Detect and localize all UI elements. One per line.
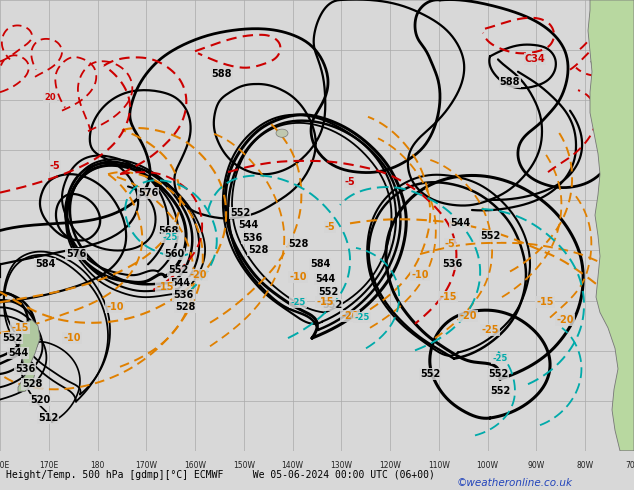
Text: 536: 536 <box>173 290 193 300</box>
Text: -20: -20 <box>459 311 477 320</box>
Text: 584: 584 <box>35 259 55 270</box>
Text: 552: 552 <box>480 231 500 241</box>
Text: -5: -5 <box>345 177 356 187</box>
Text: 150W: 150W <box>233 461 255 470</box>
Text: 528: 528 <box>22 379 42 389</box>
Text: 536: 536 <box>442 259 462 270</box>
Text: -10: -10 <box>289 271 307 282</box>
Polygon shape <box>18 364 36 392</box>
Text: -20: -20 <box>556 315 574 325</box>
Text: 552: 552 <box>230 208 250 218</box>
Text: 552: 552 <box>490 387 510 396</box>
Text: 552: 552 <box>322 300 342 310</box>
Text: -25: -25 <box>493 354 508 363</box>
Text: 552: 552 <box>488 369 508 379</box>
Text: 160W: 160W <box>184 461 206 470</box>
Text: -20: -20 <box>341 311 359 320</box>
Text: 588: 588 <box>500 77 521 87</box>
Text: Height/Temp. 500 hPa [gdmp][°C] ECMWF     We 05-06-2024 00:00 UTC (06+00): Height/Temp. 500 hPa [gdmp][°C] ECMWF We… <box>6 470 435 480</box>
Text: 70W: 70W <box>625 461 634 470</box>
Text: 552: 552 <box>2 333 22 343</box>
Text: 130W: 130W <box>330 461 353 470</box>
Text: -10: -10 <box>411 270 429 280</box>
Text: -5: -5 <box>49 161 60 171</box>
Text: -25: -25 <box>290 298 306 307</box>
Text: 552: 552 <box>420 369 440 379</box>
Polygon shape <box>588 0 634 451</box>
Text: 536: 536 <box>15 364 35 374</box>
Text: 512: 512 <box>38 413 58 423</box>
Text: 576: 576 <box>138 188 158 197</box>
Text: 90W: 90W <box>528 461 545 470</box>
Text: -25: -25 <box>162 233 178 242</box>
Text: C34: C34 <box>524 54 545 64</box>
Text: -15: -15 <box>316 297 333 307</box>
Text: ©weatheronline.co.uk: ©weatheronline.co.uk <box>456 478 573 488</box>
Text: 100W: 100W <box>477 461 499 470</box>
Text: 544: 544 <box>8 348 28 359</box>
Text: 568: 568 <box>158 225 178 236</box>
Text: 180: 180 <box>91 461 105 470</box>
Text: -10: -10 <box>107 302 124 312</box>
Text: 552: 552 <box>318 287 338 297</box>
Text: 544: 544 <box>315 274 335 284</box>
Text: -15: -15 <box>156 282 174 292</box>
Text: -5: -5 <box>444 239 455 249</box>
Text: 552: 552 <box>168 266 188 275</box>
Polygon shape <box>20 319 40 369</box>
Text: -20: -20 <box>190 270 207 280</box>
Text: -25: -25 <box>481 325 499 335</box>
Text: 528: 528 <box>175 302 195 312</box>
Text: 544: 544 <box>450 219 470 228</box>
Text: -15: -15 <box>439 292 456 302</box>
Text: 544: 544 <box>170 278 190 288</box>
Text: -15: -15 <box>11 323 29 333</box>
Text: 528: 528 <box>288 239 308 249</box>
Text: 588: 588 <box>212 69 232 79</box>
Text: -10: -10 <box>63 333 81 343</box>
Text: 560: 560 <box>164 249 184 259</box>
Ellipse shape <box>276 129 288 137</box>
Text: 110W: 110W <box>428 461 450 470</box>
Text: 576: 576 <box>66 249 86 259</box>
Text: 160E: 160E <box>0 461 10 470</box>
Text: 544: 544 <box>238 220 258 230</box>
Text: 170E: 170E <box>39 461 58 470</box>
Text: 120W: 120W <box>379 461 401 470</box>
Text: 536: 536 <box>242 233 262 243</box>
Text: -25: -25 <box>354 313 370 322</box>
Text: -15: -15 <box>536 297 553 307</box>
Text: 520: 520 <box>30 394 50 405</box>
Text: 528: 528 <box>248 245 268 255</box>
Text: -5: -5 <box>325 222 335 232</box>
Text: 80W: 80W <box>577 461 594 470</box>
Text: 170W: 170W <box>135 461 157 470</box>
Text: 584: 584 <box>310 259 330 270</box>
Text: 140W: 140W <box>281 461 304 470</box>
Text: 20: 20 <box>44 93 56 102</box>
